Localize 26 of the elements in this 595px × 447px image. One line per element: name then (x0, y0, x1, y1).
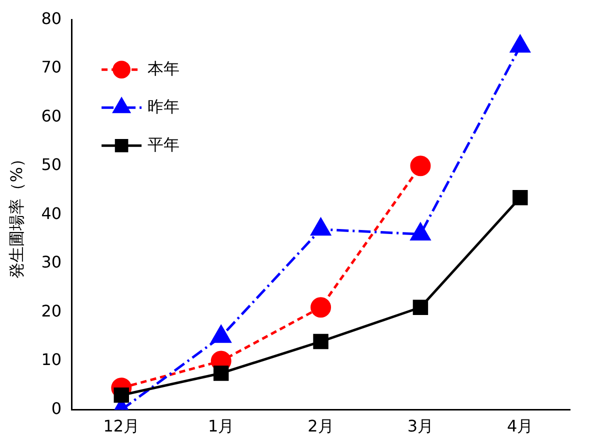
y-axis-title: 発生圃場率（%） (6, 151, 26, 278)
y-tick-label: 40 (41, 204, 62, 223)
y-tick-label: 60 (41, 106, 62, 126)
x-tick-label: 4月 (507, 416, 534, 436)
y-tick-label: 80 (41, 8, 62, 28)
y-tick-label: 70 (41, 58, 62, 77)
point (313, 334, 328, 350)
y-tick-label: 30 (41, 252, 62, 272)
legend-label: 本年 (148, 58, 180, 78)
y-tick-label: 20 (41, 301, 62, 320)
point (510, 35, 530, 53)
point (412, 300, 428, 315)
legend-label: 平年 (148, 134, 180, 154)
y-tick-label: 50 (41, 155, 62, 174)
y-tick-label: 10 (41, 350, 62, 370)
x-tick-label: 2月 (308, 416, 334, 436)
point (213, 366, 229, 381)
x-tick-label: 1月 (208, 416, 234, 436)
point (114, 388, 130, 403)
point (512, 190, 528, 206)
point (410, 156, 431, 176)
legend-label: 昨年 (148, 96, 180, 116)
point (310, 297, 332, 318)
x-tick-label: 3月 (407, 416, 434, 436)
x-tick-label: 12月 (103, 416, 140, 436)
y-tick-label: 0 (51, 398, 62, 418)
